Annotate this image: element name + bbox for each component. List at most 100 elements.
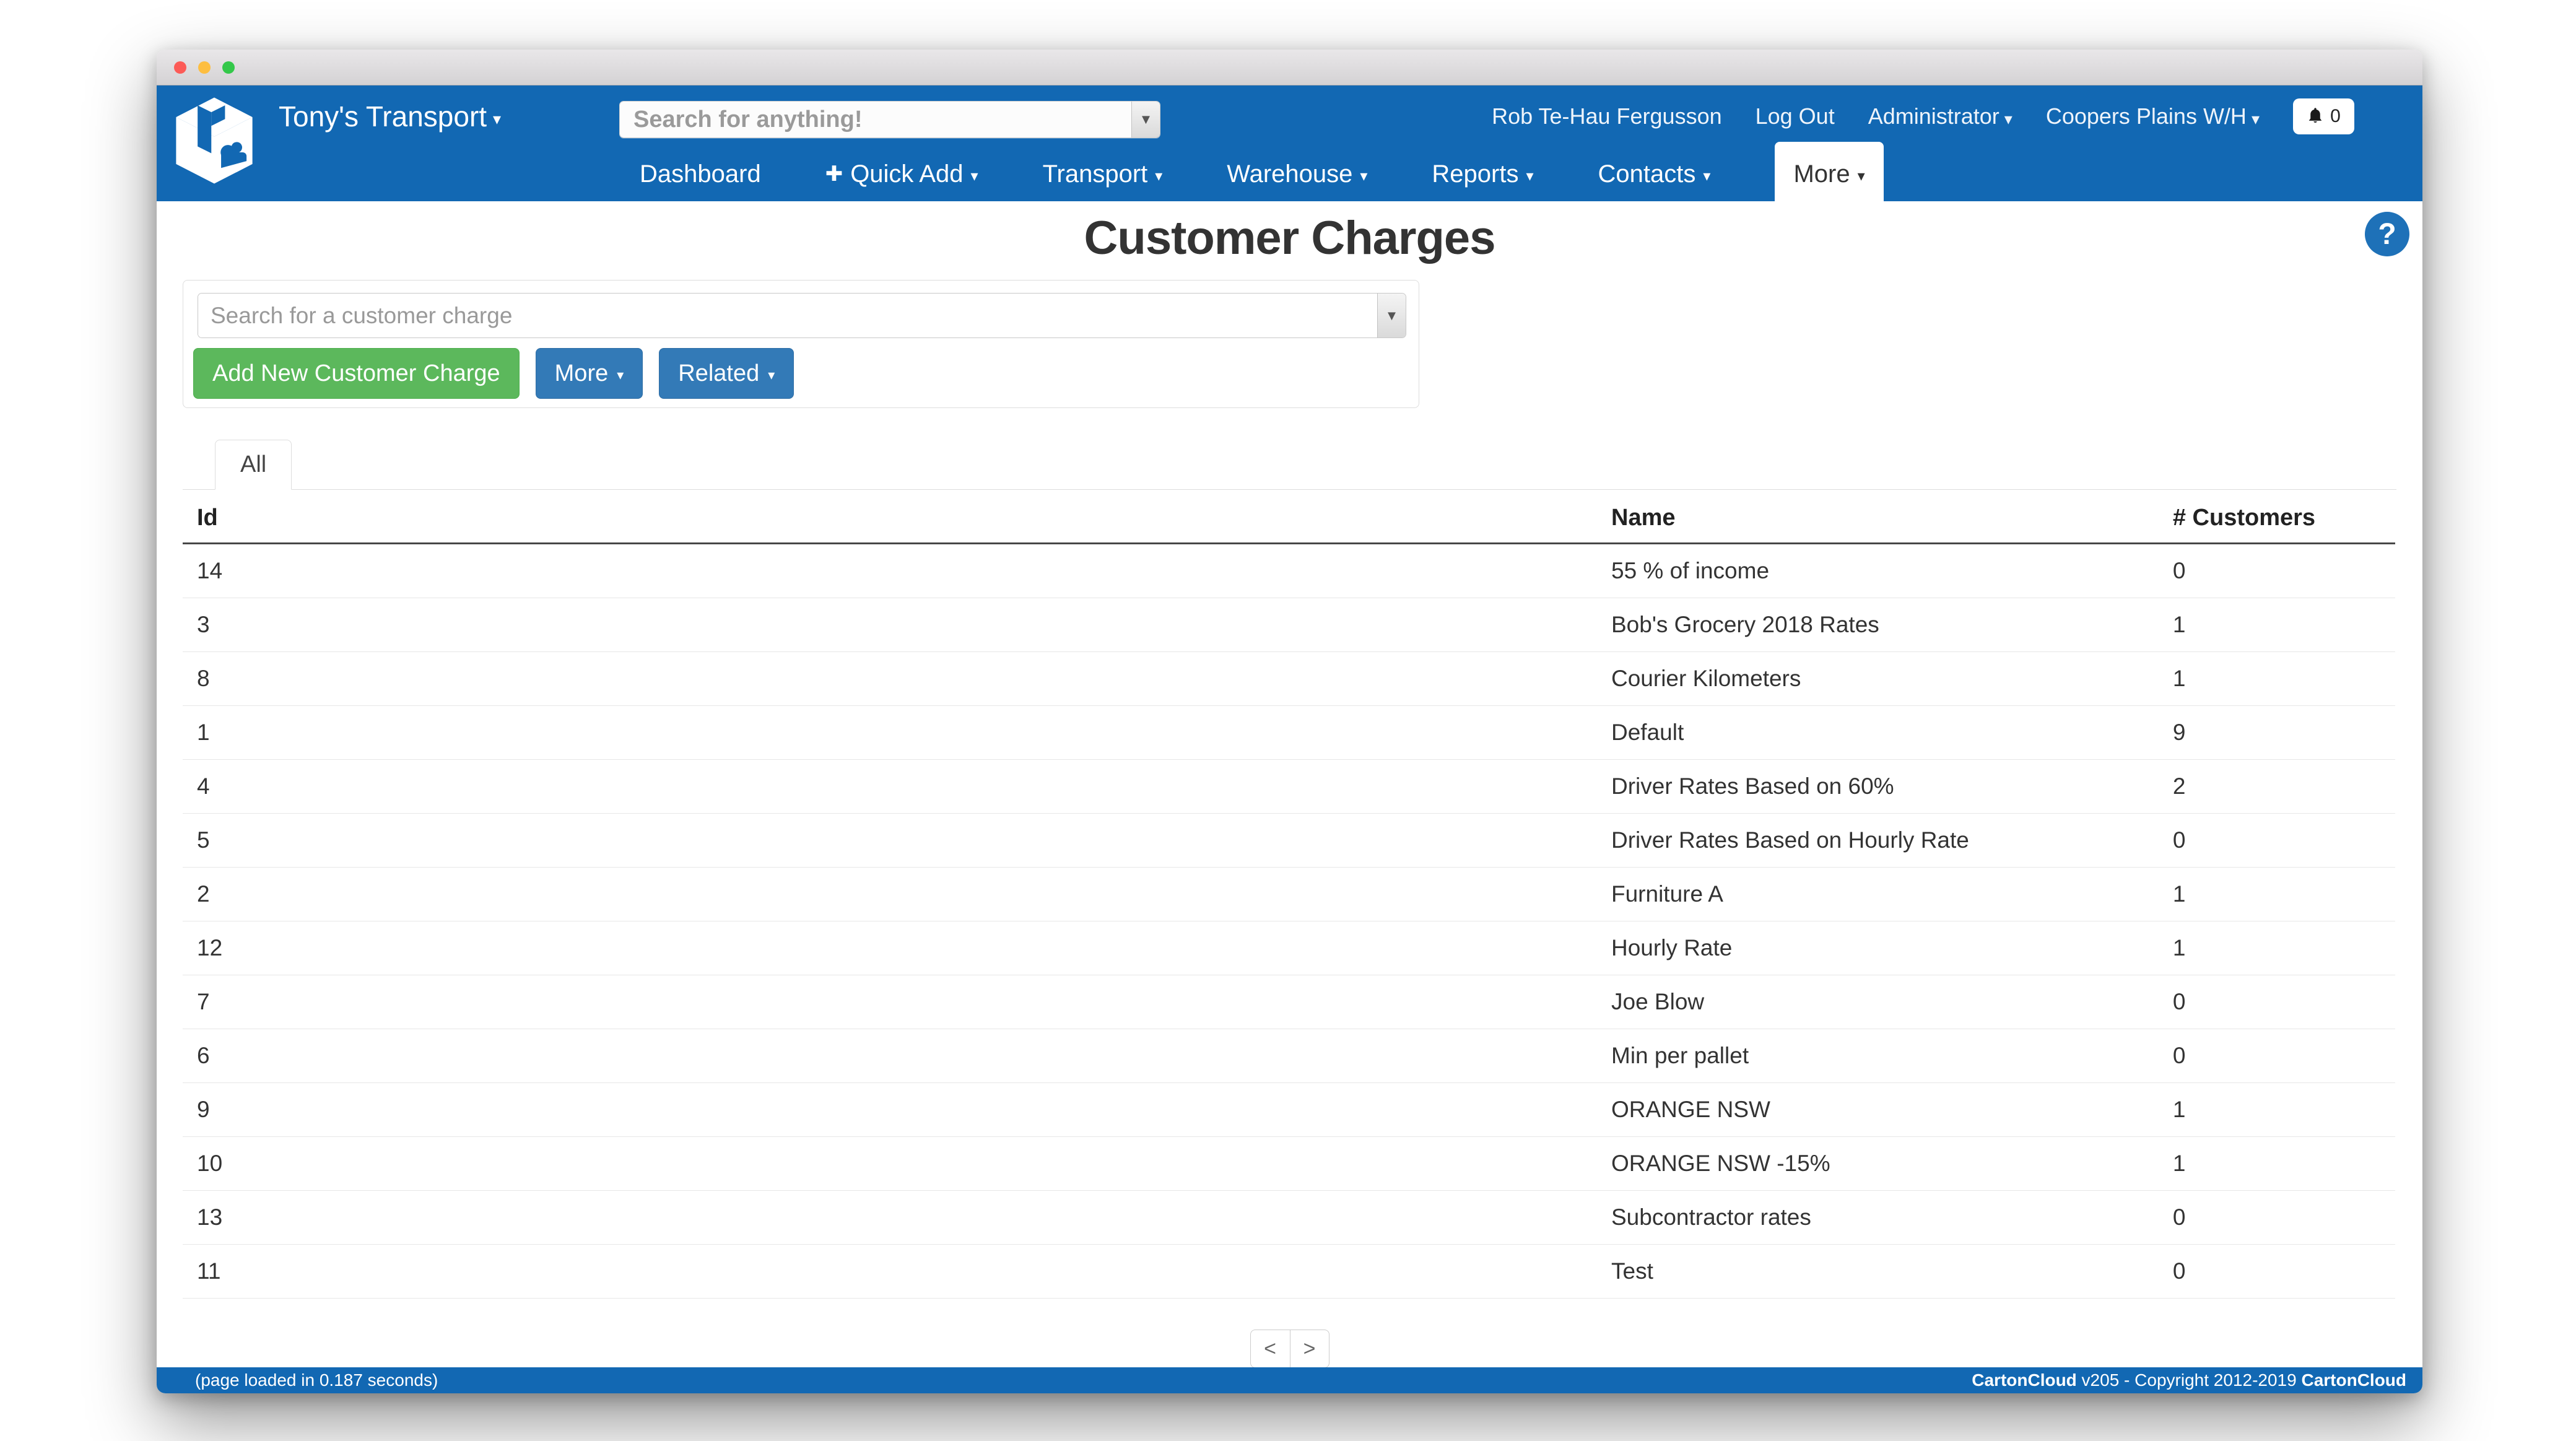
cell-id: 5 (183, 813, 1597, 868)
role-menu[interactable]: Administrator ▾ (1868, 103, 2012, 129)
table-row[interactable]: 13 Subcontractor rates 0 (183, 1190, 2395, 1245)
page-load-time: (page loaded in 0.187 seconds) (195, 1370, 438, 1390)
table-row[interactable]: 5 Driver Rates Based on Hourly Rate 0 (183, 813, 2395, 868)
zoom-window-button[interactable] (222, 61, 235, 74)
chevron-down-icon: ▼ (1385, 307, 1399, 323)
cartoncloud-logo-icon (176, 97, 253, 184)
cell-customers: 0 (2158, 1244, 2395, 1299)
table-row[interactable]: 3 Bob's Grocery 2018 Rates 1 (183, 598, 2395, 652)
cell-name: 55 % of income (1597, 543, 2159, 598)
window-titlebar (157, 50, 2422, 85)
chevron-down-icon: ▾ (1360, 167, 1368, 185)
header-user-area: Rob Te-Hau Fergusson Log Out Administrat… (1492, 85, 2354, 147)
footer-version: v205 - Copyright 2012-2019 (2076, 1370, 2302, 1390)
current-user-label: Rob Te-Hau Fergusson (1492, 103, 1722, 129)
global-search-input[interactable] (620, 102, 1131, 137)
logout-link[interactable]: Log Out (1755, 103, 1835, 129)
cell-name: Joe Blow (1597, 975, 2159, 1029)
cell-name: ORANGE NSW -15% (1597, 1136, 2159, 1191)
cell-name: Min per pallet (1597, 1029, 2159, 1083)
plus-icon: ✚ (825, 162, 843, 186)
charge-search: ▼ (198, 293, 1406, 338)
notifications-button[interactable]: 0 (2293, 98, 2354, 134)
column-header: Name (1597, 490, 2159, 544)
add-new-customer-charge-button[interactable]: Add New Customer Charge (193, 348, 520, 399)
cell-name: Courier Kilometers (1597, 651, 2159, 706)
page-header: Customer Charges ? (157, 201, 2422, 269)
chevron-down-icon: ▼ (1139, 111, 1153, 127)
related-dropdown-button[interactable]: Related ▾ (659, 348, 794, 399)
nav-item-label: More (1793, 160, 1850, 188)
table-row[interactable]: 9 ORANGE NSW 1 (183, 1082, 2395, 1137)
tab-all-label: All (240, 451, 267, 477)
tab-bar: All (183, 440, 2396, 490)
nav-item-label: Contacts (1598, 160, 1696, 188)
nav-item[interactable]: Reports ▾ (1432, 147, 1533, 201)
table-row[interactable]: 2 Furniture A 1 (183, 867, 2395, 921)
next-page-button[interactable]: > (1289, 1330, 1329, 1368)
cell-name: Subcontractor rates (1597, 1190, 2159, 1245)
table-row[interactable]: 4 Driver Rates Based on 60% 2 (183, 759, 2395, 814)
cell-id: 14 (183, 543, 1597, 598)
cell-customers: 9 (2158, 705, 2395, 760)
cell-id: 13 (183, 1190, 1597, 1245)
table-row[interactable]: 10 ORANGE NSW -15% 1 (183, 1136, 2395, 1191)
table-row[interactable]: 6 Min per pallet 0 (183, 1029, 2395, 1083)
brand-menu[interactable]: Tony's Transport ▾ (279, 85, 501, 147)
cell-customers: 0 (2158, 975, 2395, 1029)
minimize-window-button[interactable] (198, 61, 211, 74)
page-title: Customer Charges (1084, 212, 1496, 264)
help-button[interactable]: ? (2365, 212, 2409, 256)
role-label: Administrator (1868, 103, 1999, 129)
customer-charges-table: Id Name # Customers 14 55 % of income 0 3 … (183, 490, 2395, 1299)
charge-search-dropdown-button[interactable]: ▼ (1377, 294, 1406, 337)
chevron-down-icon: ▾ (1857, 167, 1865, 185)
charge-search-input[interactable] (198, 294, 1377, 337)
table-row[interactable]: 12 Hourly Rate 1 (183, 921, 2395, 975)
nav-item[interactable]: ✚ Quick Add ▾ (825, 147, 978, 201)
brand-label: Tony's Transport (279, 100, 487, 133)
question-mark-icon: ? (2378, 217, 2396, 251)
chevron-down-icon: ▾ (1703, 167, 1711, 185)
table-body: 14 55 % of income 0 3 Bob's Grocery 2018… (183, 543, 2395, 1299)
nav-item[interactable]: Warehouse ▾ (1227, 147, 1367, 201)
cell-id: 11 (183, 1244, 1597, 1299)
column-header: # Customers (2158, 490, 2395, 544)
global-search-dropdown-button[interactable]: ▼ (1131, 102, 1160, 137)
cell-customers: 1 (2158, 1136, 2395, 1191)
main-nav: Dashboard ✚ Quick Add ▾ Transport ▾ (157, 142, 2422, 201)
nav-item-label: Reports (1432, 160, 1519, 188)
close-window-button[interactable] (174, 61, 186, 74)
cell-customers: 0 (2158, 1029, 2395, 1083)
cell-name: ORANGE NSW (1597, 1082, 2159, 1137)
table-row[interactable]: 1 Default 9 (183, 705, 2395, 760)
cell-id: 1 (183, 705, 1597, 760)
page-content: Customer Charges ? ▼ Add New Customer Ch… (157, 201, 2422, 1393)
cell-id: 9 (183, 1082, 1597, 1137)
warehouse-label: Coopers Plains W/H (2045, 103, 2247, 129)
nav-item[interactable]: Transport ▾ (1043, 147, 1163, 201)
table-row[interactable]: 14 55 % of income 0 (183, 543, 2395, 598)
cell-name: Driver Rates Based on Hourly Rate (1597, 813, 2159, 868)
chevron-down-icon: ▾ (970, 167, 978, 185)
cell-customers: 0 (2158, 813, 2395, 868)
cell-name: Furniture A (1597, 867, 2159, 921)
table-row[interactable]: 7 Joe Blow 0 (183, 975, 2395, 1029)
nav-item[interactable]: Contacts ▾ (1598, 147, 1711, 201)
nav-item-label: Quick Add (850, 160, 964, 188)
cell-customers: 2 (2158, 759, 2395, 814)
nav-item-label: Dashboard (640, 160, 761, 188)
cell-name: Default (1597, 705, 2159, 760)
previous-page-button[interactable]: < (1250, 1330, 1290, 1368)
warehouse-menu[interactable]: Coopers Plains W/H ▾ (2046, 103, 2260, 129)
toolbar-buttons: Add New Customer Charge More ▾ Related ▾ (193, 348, 1404, 399)
chevron-down-icon: ▾ (617, 367, 624, 383)
nav-item[interactable]: More ▾ (1775, 142, 1884, 201)
cell-id: 2 (183, 867, 1597, 921)
nav-item[interactable]: Dashboard (640, 147, 761, 201)
table-row[interactable]: 8 Courier Kilometers 1 (183, 651, 2395, 706)
more-dropdown-button[interactable]: More ▾ (535, 348, 643, 399)
tab-all[interactable]: All (215, 440, 292, 490)
table-row[interactable]: 11 Test 0 (183, 1244, 2395, 1299)
related-button-label: Related (678, 360, 760, 386)
